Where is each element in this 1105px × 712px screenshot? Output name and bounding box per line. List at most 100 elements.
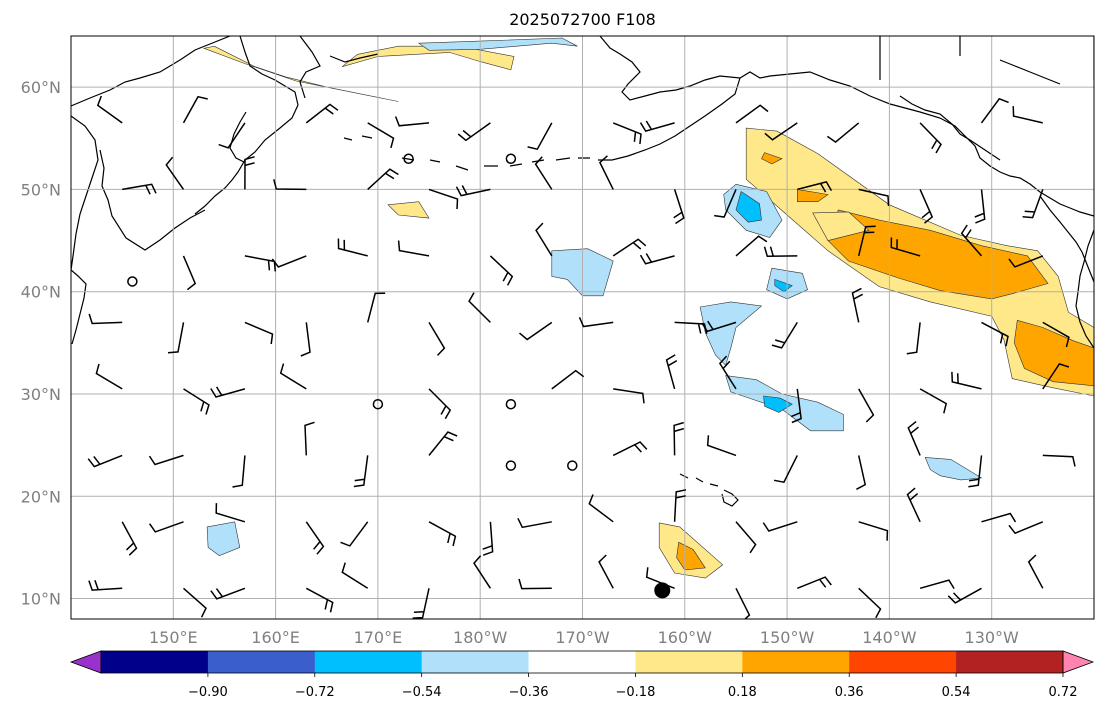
wind-barb — [797, 576, 832, 589]
wind-barb — [273, 179, 307, 191]
wind-barb — [919, 579, 955, 590]
wind-barb — [981, 321, 1009, 347]
wind-barb — [473, 555, 492, 589]
wind-barb — [919, 122, 942, 154]
wind-barb — [457, 122, 491, 142]
anomaly-region-neg1 — [924, 457, 983, 481]
wind-barb — [367, 122, 395, 149]
calm-circle — [127, 276, 138, 287]
lon-label: 130°W — [965, 628, 1020, 647]
anomaly-region-pos2 — [761, 152, 783, 165]
calm-circle — [505, 460, 517, 471]
colorbar: −0.90 −0.72 −0.54 −0.36 −0.18 0.18 0.36 0.54 0.7… — [69, 650, 1095, 700]
wind-barb — [639, 120, 675, 132]
map-title: 2025072700 F108 — [509, 10, 656, 29]
wind-barb — [305, 521, 325, 555]
wind-barb — [673, 189, 685, 225]
anomaly-region-pos2 — [797, 189, 829, 202]
colorbar-segment — [956, 651, 1064, 673]
colorbar-label: −0.90 — [188, 685, 228, 700]
wind-barb — [96, 95, 123, 124]
calm-circle — [505, 153, 517, 164]
lon-label: 170°E — [354, 628, 403, 647]
coastlines — [71, 36, 1094, 507]
colorbar-segment — [314, 651, 423, 673]
wind-barb — [981, 512, 1017, 523]
wind-barb — [271, 255, 307, 268]
wind-barb — [797, 181, 833, 193]
wind-barb — [1012, 106, 1043, 124]
wind-barb — [244, 321, 274, 345]
wind-barb — [428, 388, 452, 420]
wind-barb — [773, 455, 798, 484]
wind-barb — [906, 487, 921, 523]
anomaly-region-neg2 — [763, 395, 793, 413]
wind-barb — [790, 388, 802, 424]
wind-barb — [551, 369, 585, 390]
colorbar-segment — [635, 651, 743, 673]
wind-barb — [394, 116, 430, 127]
wind-barb — [673, 421, 685, 456]
wind-barb — [974, 189, 986, 224]
wind-barb — [210, 386, 246, 398]
wind-barb — [534, 156, 553, 190]
wind-barb — [598, 554, 614, 589]
wind-barb — [519, 321, 553, 341]
wind-barb — [714, 189, 737, 218]
colorbar-segment — [207, 651, 316, 673]
lat-label: 20°N — [21, 487, 61, 506]
wind-barb — [305, 587, 334, 613]
wind-barb — [665, 354, 678, 390]
southeast-alaska-coast — [1039, 195, 1094, 283]
wind-barb — [858, 188, 890, 207]
wind-barb — [397, 240, 430, 257]
wind-barb — [183, 388, 210, 415]
wind-barb — [858, 388, 875, 423]
lon-label: 160°E — [251, 628, 300, 647]
wind-barb — [598, 155, 614, 190]
wind-barb — [856, 455, 867, 490]
wind-barb — [578, 317, 614, 328]
wind-barb — [340, 521, 369, 547]
graticule — [71, 36, 1094, 619]
lat-label: 50°N — [21, 180, 61, 199]
wind-barb — [428, 322, 446, 356]
lat-label: 40°N — [21, 283, 61, 302]
wind-barb — [890, 237, 921, 257]
canada-coast — [899, 95, 1001, 161]
wind-barb — [1042, 321, 1070, 348]
colorbar-label: −0.18 — [616, 685, 656, 700]
colorbar-segment — [849, 651, 957, 673]
lon-label: 170°W — [555, 628, 610, 647]
wind-barb — [1042, 454, 1076, 467]
wind-barb — [1022, 189, 1044, 219]
wind-barb — [489, 255, 514, 286]
colorbar-label: 0.36 — [835, 685, 864, 700]
alaska-peninsula — [598, 77, 741, 161]
wind-barb — [826, 122, 860, 144]
wind-barb — [613, 388, 645, 404]
wind-barb — [706, 435, 737, 457]
wind-barb — [337, 238, 368, 257]
wind-barb — [588, 494, 614, 523]
lon-label: 140°W — [862, 628, 917, 647]
wind-barb — [1027, 554, 1044, 589]
wind-barb — [482, 521, 494, 556]
anomaly-region-neg1 — [699, 301, 763, 366]
wind-barb — [763, 246, 798, 258]
sakhalin-kurils — [99, 149, 206, 251]
colorbar-outline — [100, 650, 1064, 674]
colorbar-segment — [528, 651, 636, 673]
location-marker — [654, 582, 671, 599]
wind-barb — [341, 562, 369, 589]
calm-circle — [567, 460, 578, 471]
lon-label: 180°W — [453, 628, 508, 647]
anomaly-region-pos2 — [827, 209, 1049, 300]
anomaly-region-pos2 — [1013, 319, 1094, 387]
wind-barb — [764, 122, 798, 141]
wind-barb — [183, 587, 207, 618]
wind-barb — [735, 235, 768, 257]
anomaly-contours — [202, 37, 1094, 579]
colorbar-min-extend — [69, 650, 102, 674]
anomaly-region-neg2 — [735, 191, 762, 223]
